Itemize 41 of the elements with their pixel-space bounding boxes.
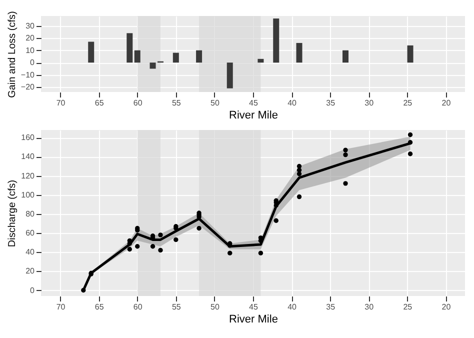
y-tick-label: 100 bbox=[21, 190, 36, 200]
x-tick-label: 60 bbox=[133, 98, 143, 108]
y-tick-label: 30 bbox=[26, 21, 36, 30]
y-tick-label: 0 bbox=[30, 286, 36, 295]
x-tick-label: 40 bbox=[288, 98, 298, 108]
y-tick-label: 0 bbox=[30, 58, 36, 68]
x-tick-label: 70 bbox=[56, 302, 66, 312]
x-axis-title: River Mile bbox=[229, 314, 278, 326]
y-tick-label: 20 bbox=[26, 34, 36, 43]
x-tick-label: 60 bbox=[133, 302, 143, 312]
y-tick-label: −20 bbox=[20, 82, 36, 92]
x-tick-label: 30 bbox=[364, 302, 374, 312]
x-tick-label: 35 bbox=[326, 98, 336, 108]
y-tick-label: 60 bbox=[26, 228, 36, 238]
x-tick-label: 55 bbox=[172, 98, 182, 108]
x-tick-label: 45 bbox=[249, 302, 258, 312]
y-axis-title: Discharge (cfs) bbox=[7, 180, 18, 248]
x-tick-label: 55 bbox=[172, 302, 182, 312]
y-axis-title: Gain and Loss (cfs) bbox=[6, 11, 18, 98]
x-tick-label: 20 bbox=[442, 98, 452, 108]
x-tick-label: 25 bbox=[403, 302, 413, 312]
x-tick-label: 35 bbox=[326, 302, 336, 312]
x-tick-label: 45 bbox=[249, 98, 258, 108]
y-tick-label: 10 bbox=[26, 46, 36, 55]
y-tick-label: −10 bbox=[20, 70, 36, 80]
y-tick-label: 140 bbox=[21, 152, 36, 162]
x-tick-label: 70 bbox=[56, 98, 66, 108]
x-tick-label: 50 bbox=[210, 98, 220, 108]
y-tick-label: 120 bbox=[21, 171, 36, 180]
x-axis-title: River Mile bbox=[229, 110, 278, 122]
x-tick-label: 30 bbox=[364, 98, 374, 108]
x-tick-label: 40 bbox=[288, 302, 298, 312]
y-tick-label: 20 bbox=[26, 266, 36, 276]
x-tick-label: 20 bbox=[442, 302, 452, 312]
y-tick-label: 160 bbox=[21, 133, 36, 142]
x-tick-label: 65 bbox=[94, 302, 104, 312]
x-tick-label: 25 bbox=[403, 98, 413, 108]
x-tick-label: 50 bbox=[210, 302, 220, 312]
y-tick-label: 40 bbox=[26, 248, 36, 257]
y-tick-label: 80 bbox=[26, 209, 36, 218]
x-tick-label: 65 bbox=[94, 98, 104, 108]
